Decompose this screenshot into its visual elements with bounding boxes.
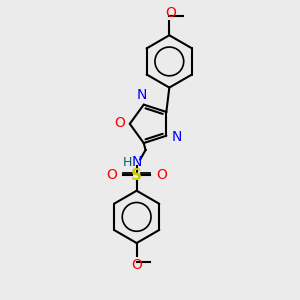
Text: N: N xyxy=(137,88,148,102)
Text: S: S xyxy=(131,168,142,183)
Text: N: N xyxy=(131,155,142,170)
Text: N: N xyxy=(172,130,182,144)
Text: O: O xyxy=(156,168,167,182)
Text: H: H xyxy=(123,156,132,169)
Text: O: O xyxy=(114,116,125,130)
Text: O: O xyxy=(165,5,176,20)
Text: O: O xyxy=(131,258,142,272)
Text: O: O xyxy=(106,168,117,182)
